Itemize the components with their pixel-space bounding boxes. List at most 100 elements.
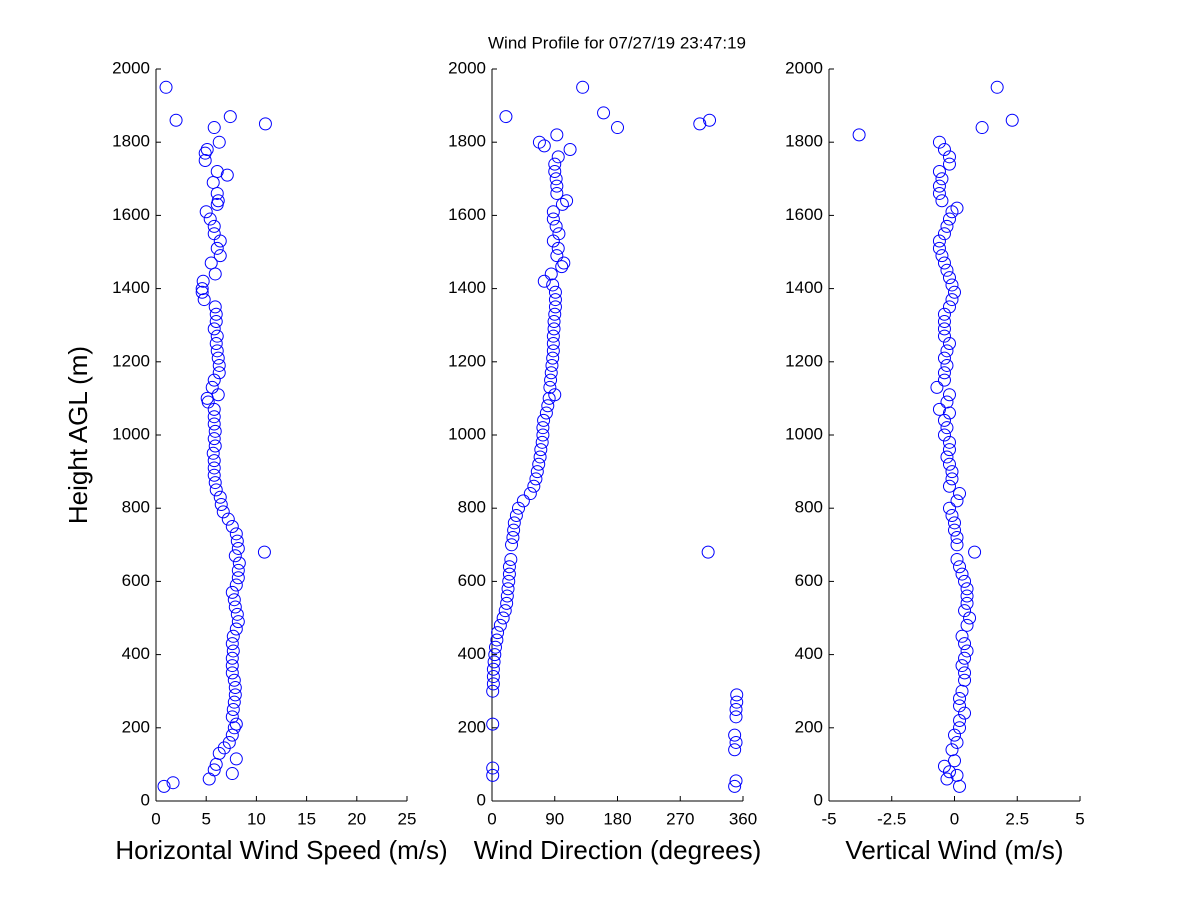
data-point	[507, 523, 521, 537]
data-point	[940, 450, 954, 464]
data-point	[486, 670, 500, 684]
x-tick-label: 270	[666, 809, 694, 828]
data-point	[937, 143, 951, 157]
data-point	[487, 655, 501, 669]
data-point	[225, 637, 239, 651]
data-point	[547, 322, 561, 336]
data-point	[227, 695, 241, 709]
y-tick-label: 1400	[448, 278, 486, 297]
data-point	[597, 106, 611, 120]
y-tick-label: 400	[795, 644, 823, 663]
data-point	[546, 351, 560, 365]
data-point	[507, 516, 521, 530]
data-point	[257, 545, 271, 559]
data-point	[544, 267, 558, 281]
data-point	[231, 615, 245, 629]
data-point	[942, 337, 956, 350]
data-point	[532, 457, 546, 471]
data-point	[486, 768, 500, 782]
x-tick-label: 5	[1075, 809, 1084, 828]
x-tick-label: 10	[247, 809, 266, 828]
data-point	[501, 582, 515, 596]
data-point	[729, 710, 743, 724]
data-point	[730, 688, 744, 702]
data-point	[486, 662, 500, 676]
data-point	[942, 212, 956, 226]
data-point	[937, 759, 951, 773]
data-point	[228, 688, 242, 702]
x-tick-label: 360	[729, 809, 757, 828]
data-point	[535, 435, 549, 449]
x-tick-label: 5	[201, 809, 210, 828]
data-point	[701, 545, 715, 559]
data-point	[207, 417, 221, 431]
data-point	[225, 666, 239, 680]
data-point	[544, 366, 558, 380]
y-tick-label: 1400	[785, 278, 823, 297]
data-point	[225, 651, 239, 665]
data-point	[550, 128, 564, 142]
data-point	[730, 695, 744, 709]
data-point	[693, 117, 707, 131]
data-point	[932, 241, 946, 255]
data-point	[199, 205, 213, 219]
data-point	[490, 633, 504, 647]
y-tick-label: 1800	[785, 132, 823, 151]
data-point	[229, 622, 243, 636]
data-point	[950, 768, 964, 782]
data-point	[207, 121, 221, 135]
data-point	[545, 358, 559, 372]
data-point	[560, 194, 574, 208]
data-point	[960, 618, 974, 632]
data-point	[950, 530, 964, 544]
y-tick-label: 0	[141, 790, 150, 809]
data-point	[210, 329, 224, 343]
y-tick-label: 1200	[448, 351, 486, 370]
y-tick-label: 1000	[785, 424, 823, 443]
data-point	[550, 186, 564, 200]
data-point	[159, 80, 173, 94]
data-point	[222, 735, 236, 749]
data-point	[960, 582, 974, 596]
x-tick-label: 15	[297, 809, 316, 828]
data-point	[207, 461, 221, 475]
data-point	[937, 366, 951, 380]
data-point	[210, 164, 224, 178]
data-point	[548, 293, 562, 307]
data-point	[212, 366, 226, 380]
data-point	[196, 274, 210, 288]
data-point	[958, 574, 972, 588]
data-point	[960, 589, 974, 603]
data-point	[499, 110, 513, 124]
data-point	[214, 498, 228, 512]
data-point	[231, 541, 245, 555]
y-axis-label: Height AGL (m)	[63, 346, 93, 524]
data-point	[500, 596, 514, 610]
x-tick-label: 2.5	[1005, 809, 1029, 828]
data-point	[548, 164, 562, 178]
data-point	[209, 315, 223, 329]
data-point	[940, 772, 954, 786]
data-point	[948, 516, 961, 530]
data-point	[232, 556, 246, 570]
data-point	[209, 307, 223, 321]
data-point	[227, 721, 241, 735]
x-axis-label: Vertical Wind (m/s)	[845, 835, 1063, 865]
y-tick-label: 600	[122, 571, 150, 590]
data-point	[231, 563, 245, 577]
data-point	[228, 600, 242, 614]
data-point	[169, 113, 183, 127]
data-point	[728, 779, 742, 793]
data-point	[550, 179, 564, 193]
x-tick-label: -5	[821, 809, 836, 828]
data-point	[216, 505, 230, 519]
chart-title: Wind Profile for 07/27/19 23:47:19	[488, 33, 746, 52]
data-point	[210, 344, 224, 358]
data-point	[207, 410, 221, 424]
data-point	[195, 285, 209, 299]
data-point	[527, 479, 541, 493]
data-point	[937, 428, 951, 442]
data-point	[960, 596, 974, 610]
data-point	[532, 135, 546, 149]
data-point	[546, 337, 560, 350]
